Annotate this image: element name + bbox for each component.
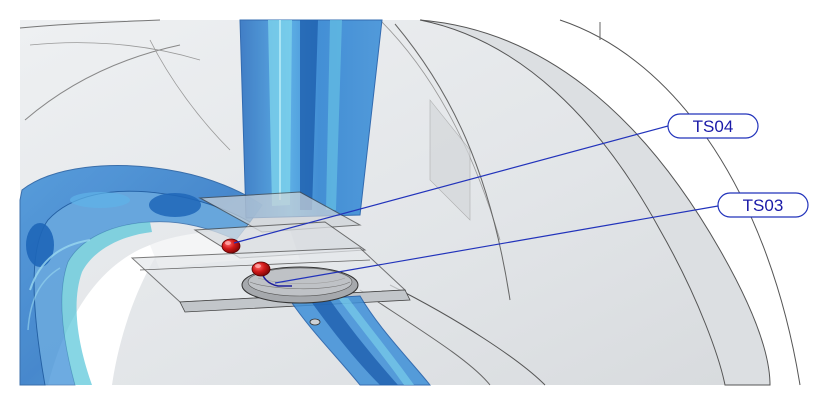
leader-line-ts04	[233, 125, 669, 244]
vertical-blue-pipe	[239, 19, 383, 219]
callout-label-ts03: TS03	[743, 196, 784, 215]
sensor-disk	[241, 266, 359, 326]
leader-line-ts03	[274, 205, 719, 284]
blue-ring-tube	[19, 165, 263, 386]
sensor-ts03-marker	[251, 261, 271, 277]
callout-label-ts04: TS04	[693, 117, 734, 136]
callout-ts03: TS03	[717, 192, 809, 218]
sensor-ts04-marker	[221, 238, 241, 254]
callout-ts04: TS04	[667, 113, 759, 139]
lower-blue-pipe	[289, 295, 432, 386]
